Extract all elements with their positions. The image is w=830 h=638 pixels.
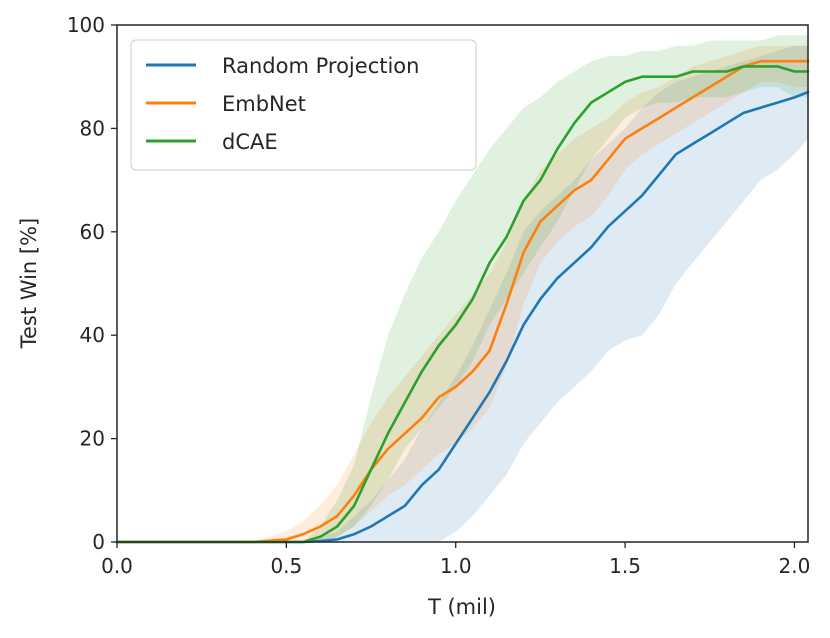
line-series-1 — [115, 59, 810, 544]
y-tick-label: 0 — [92, 530, 105, 554]
x-axis-label: T (mil) — [427, 595, 496, 619]
y-tick-label: 40 — [80, 323, 105, 347]
x-tick-label: 1.5 — [609, 554, 641, 578]
confidence-bands — [117, 35, 808, 543]
x-tick-label: 0.5 — [270, 554, 302, 578]
x-tick-label: 0.0 — [101, 554, 133, 578]
x-tick-label: 2.0 — [779, 554, 811, 578]
legend: Random Projection EmbNet dCAE — [130, 39, 477, 171]
line-series-0 — [115, 90, 810, 544]
y-tick-label: 60 — [80, 220, 105, 244]
legend-label-0: Random Projection — [222, 54, 419, 78]
y-tick-label: 80 — [80, 116, 105, 140]
legend-label-2: dCAE — [222, 130, 278, 154]
plot-frame — [116, 24, 809, 543]
band-series-2 — [117, 35, 808, 543]
y-axis-ticks: 0 20 40 60 80 100 — [67, 13, 117, 554]
legend-label-1: EmbNet — [222, 92, 306, 116]
legend-box — [130, 39, 477, 171]
y-tick-label: 100 — [67, 13, 105, 37]
series-lines — [115, 59, 810, 544]
y-tick-label: 20 — [80, 427, 105, 451]
line-series-2 — [115, 65, 810, 544]
x-axis-ticks: 0.0 0.5 1.0 1.5 2.0 — [101, 542, 810, 578]
x-tick-label: 1.0 — [440, 554, 472, 578]
band-series-0 — [117, 45, 808, 542]
y-axis-label: Test Win [%] — [17, 218, 41, 350]
